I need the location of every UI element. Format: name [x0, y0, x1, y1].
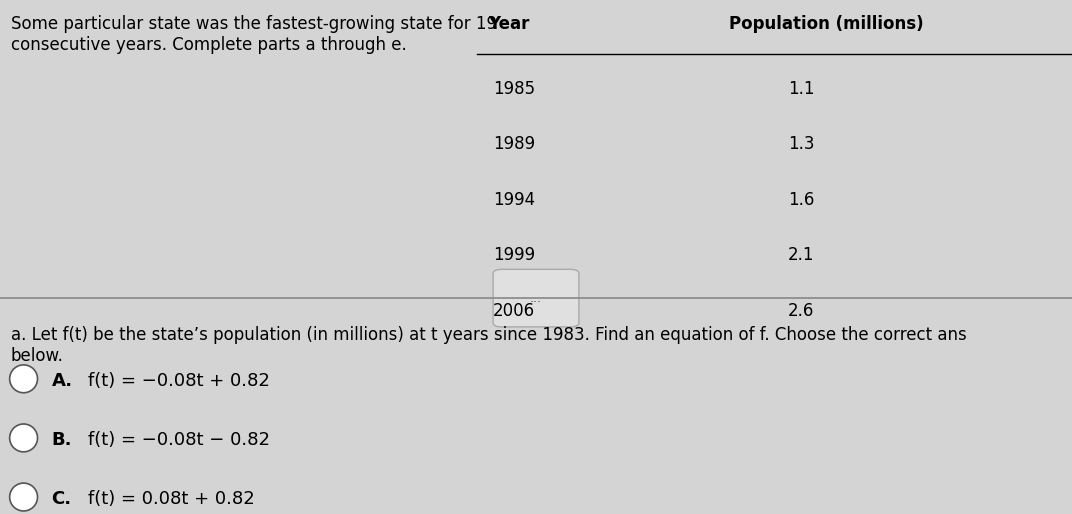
Text: a. Let f(t) be the state’s population (in millions) at t years since 1983. Find : a. Let f(t) be the state’s population (i… — [11, 326, 967, 365]
Text: 2.1: 2.1 — [788, 246, 815, 264]
Text: Year: Year — [488, 15, 530, 33]
Text: f(t) = 0.08t + 0.82: f(t) = 0.08t + 0.82 — [88, 490, 255, 508]
Text: 1989: 1989 — [493, 135, 535, 153]
Text: 2006: 2006 — [493, 302, 535, 320]
Text: Some particular state was the fastest-growing state for 19
consecutive years. Co: Some particular state was the fastest-gr… — [11, 15, 496, 54]
Text: A.: A. — [51, 372, 73, 390]
Ellipse shape — [10, 483, 38, 511]
Text: 1.3: 1.3 — [788, 135, 815, 153]
Text: B.: B. — [51, 431, 72, 449]
FancyBboxPatch shape — [493, 269, 579, 327]
Text: 1.6: 1.6 — [788, 191, 815, 209]
Text: 1.1: 1.1 — [788, 80, 815, 98]
Text: f(t) = −0.08t + 0.82: f(t) = −0.08t + 0.82 — [88, 372, 270, 390]
Text: 1999: 1999 — [493, 246, 535, 264]
Ellipse shape — [10, 365, 38, 393]
Text: 1985: 1985 — [493, 80, 535, 98]
Text: C.: C. — [51, 490, 72, 508]
Text: f(t) = −0.08t − 0.82: f(t) = −0.08t − 0.82 — [88, 431, 270, 449]
Ellipse shape — [10, 424, 38, 452]
Text: Population (millions): Population (millions) — [729, 15, 924, 33]
Text: 1994: 1994 — [493, 191, 535, 209]
Text: 2.6: 2.6 — [788, 302, 815, 320]
Text: ...: ... — [530, 291, 542, 305]
